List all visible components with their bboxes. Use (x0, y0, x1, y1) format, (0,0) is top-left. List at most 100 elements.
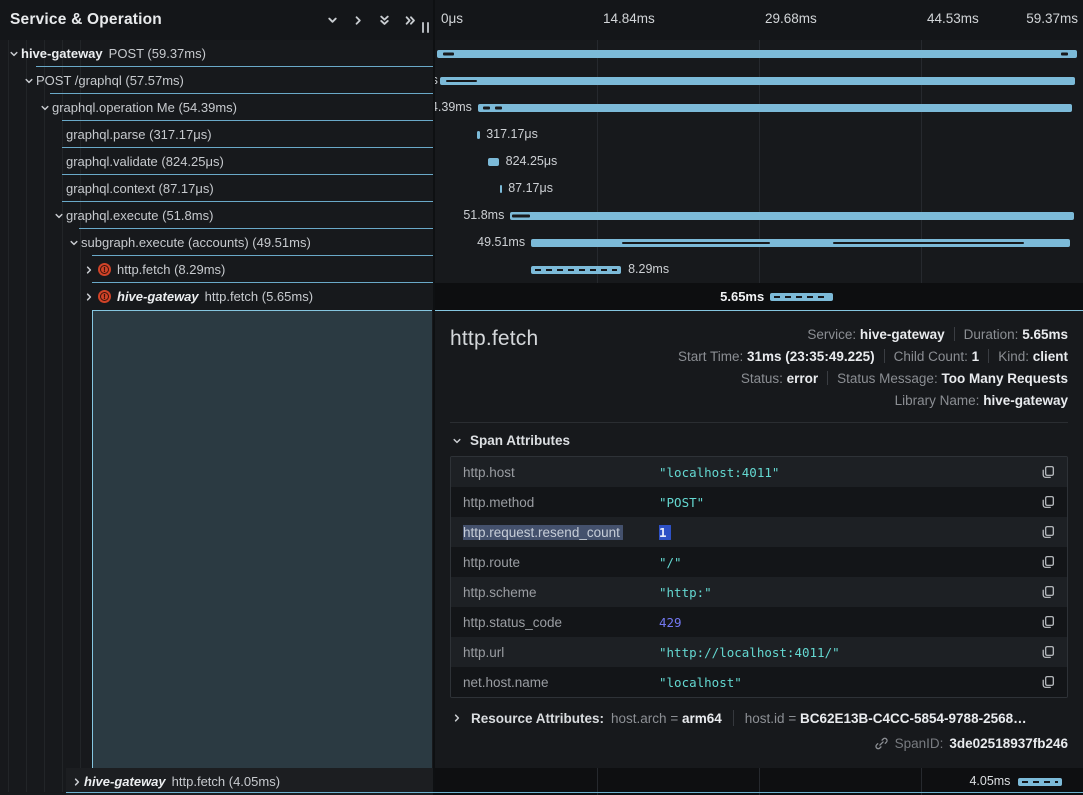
divider (450, 422, 1068, 423)
chevron-down-icon[interactable] (22, 74, 36, 88)
collapse-one-icon[interactable] (319, 7, 345, 33)
chevron-right-icon[interactable] (82, 263, 96, 277)
resource-attributes-header[interactable]: Resource Attributes: host.arch = arm64 h… (450, 710, 1068, 726)
attribute-row[interactable]: http.host "localhost:4011" (451, 457, 1067, 487)
attribute-row[interactable]: http.route "/" (451, 547, 1067, 577)
tree-row[interactable]: hive-gateway POST (59.37ms) (0, 40, 433, 67)
collapse-all-icon[interactable] (371, 7, 397, 33)
tree-row[interactable]: graphql.validate (824.25μs) (0, 148, 433, 175)
span-bar[interactable] (1018, 777, 1063, 786)
tree-row[interactable]: graphql.context (87.17μs) (0, 175, 433, 202)
attribute-key: http.route (463, 554, 521, 570)
bottom-tree-row-wrap: hive-gateway http.fetch (4.05ms) (0, 768, 433, 795)
span-bar[interactable] (488, 157, 500, 166)
timeline-row[interactable]: 824.25μs (435, 148, 1083, 175)
copy-icon[interactable] (1035, 645, 1055, 659)
chevron-down-icon[interactable] (7, 47, 21, 61)
copy-icon[interactable] (1035, 585, 1055, 599)
tree-row[interactable]: subgraph.execute (accounts) (49.51ms) (0, 229, 433, 256)
span-bar[interactable] (530, 238, 1071, 247)
attribute-row[interactable]: http.scheme "http:" (451, 577, 1067, 607)
span-bar[interactable] (439, 76, 1076, 85)
indent-guide (62, 40, 63, 792)
gridline (921, 0, 922, 310)
row-underline (62, 147, 433, 148)
timeline-row[interactable]: 317.17μs (435, 121, 1083, 148)
attribute-value: 429 (659, 614, 682, 630)
link-icon[interactable] (874, 736, 889, 751)
indent-guide (8, 40, 9, 792)
timeline-row-selected[interactable]: 5.65ms (435, 283, 1083, 310)
chevron-down-icon[interactable] (38, 101, 52, 115)
chevron-right-icon[interactable] (82, 290, 96, 304)
tree-row-selected[interactable]: ! hive-gateway http.fetch (5.65ms) (0, 283, 433, 310)
gridline (597, 768, 598, 795)
timeline-row[interactable]: 59.37ms (435, 40, 1083, 67)
span-bar[interactable] (770, 292, 833, 301)
operation-name: graphql.execute (51.8ms) (66, 208, 214, 223)
copy-icon[interactable] (1035, 525, 1055, 539)
attribute-row[interactable]: net.host.name "localhost" (451, 667, 1067, 697)
expand-one-icon[interactable] (345, 7, 371, 33)
bar-mark (494, 106, 502, 109)
pane-resize-handle[interactable] (422, 22, 429, 33)
tree-row[interactable]: POST /graphql (57.57ms) (0, 67, 433, 94)
tree-row[interactable]: graphql.execute (51.8ms) (0, 202, 433, 229)
error-icon: ! (98, 290, 111, 303)
attribute-row[interactable]: http.status_code 429 (451, 607, 1067, 637)
chevron-right-icon[interactable] (70, 775, 84, 789)
row-underline (92, 282, 433, 283)
row-underline (62, 120, 433, 121)
attribute-row[interactable]: http.method "POST" (451, 487, 1067, 517)
resource-attribute: host.id = BC62E13B-C4CC-5854-9788-2568… (744, 710, 1027, 726)
chevron-down-icon[interactable] (52, 209, 66, 223)
timeline-row[interactable]: 51.8ms (435, 202, 1083, 229)
span-bar[interactable] (499, 184, 503, 193)
span-bar[interactable] (530, 265, 621, 274)
bar-mark (832, 241, 1025, 244)
expand-all-icon[interactable] (397, 7, 423, 33)
tree-row[interactable]: ! http.fetch (8.29ms) (0, 256, 433, 283)
span-meta: Service: hive-gateway Duration: 5.65ms St… (678, 324, 1068, 412)
attribute-key: net.host.name (463, 674, 549, 690)
service-name: hive-gateway (84, 774, 166, 789)
operation-name: graphql.validate (824.25μs) (66, 154, 224, 169)
span-bar[interactable] (477, 103, 1072, 112)
timeline-bottom-row[interactable]: 4.05ms (435, 768, 1083, 795)
span-bar[interactable] (510, 211, 1074, 220)
span-bar[interactable] (436, 49, 1078, 58)
copy-icon[interactable] (1035, 555, 1055, 569)
meta-line: Start Time: 31ms (23:35:49.225) Child Cou… (677, 349, 1068, 364)
duration-label: 317.17μs (486, 127, 538, 141)
timeline-row[interactable]: 54.39ms (435, 94, 1083, 121)
copy-icon[interactable] (1035, 495, 1055, 509)
bar-mark (512, 214, 531, 217)
timeline-row[interactable]: 8.29ms (435, 256, 1083, 283)
span-bar[interactable] (477, 130, 481, 139)
chevron-down-icon[interactable] (67, 236, 81, 250)
attribute-row[interactable]: http.url "http://localhost:4011/" (451, 637, 1067, 667)
row-underline (92, 255, 433, 256)
attribute-row-selected[interactable]: http.request.resend_count 1 (451, 517, 1067, 547)
timeline-row[interactable]: 49.51ms (435, 229, 1083, 256)
copy-icon[interactable] (1035, 615, 1055, 629)
operation-name: subgraph.execute (accounts) (49.51ms) (81, 235, 311, 250)
bar-mark (622, 241, 770, 244)
tree-row[interactable]: hive-gateway http.fetch (4.05ms) (66, 768, 433, 795)
duration-label: 54.39ms (435, 100, 472, 114)
bar-mark (1061, 52, 1069, 55)
span-attributes-header[interactable]: Span Attributes (450, 433, 1068, 448)
copy-icon[interactable] (1035, 465, 1055, 479)
timeline-row[interactable]: 57.57ms (435, 67, 1083, 94)
timeline-pane: 0μs 14.84ms 29.68ms 44.53ms 59.37ms 59.3… (435, 0, 1083, 795)
duration-label: 824.25μs (505, 154, 558, 168)
timeline-row[interactable]: 87.17μs (435, 175, 1083, 202)
meta-line: Service: hive-gateway Duration: 5.65ms (807, 327, 1068, 342)
duration-label: 87.17μs (508, 181, 553, 195)
row-underline (36, 66, 433, 67)
copy-icon[interactable] (1035, 675, 1055, 689)
tree-row[interactable]: graphql.operation Me (54.39ms) (0, 94, 433, 121)
left-pane-header: Service & Operation (0, 0, 433, 40)
tree-row[interactable]: graphql.parse (317.17μs) (0, 121, 433, 148)
span-attributes-table: http.host "localhost:4011" http.method "… (450, 456, 1068, 698)
